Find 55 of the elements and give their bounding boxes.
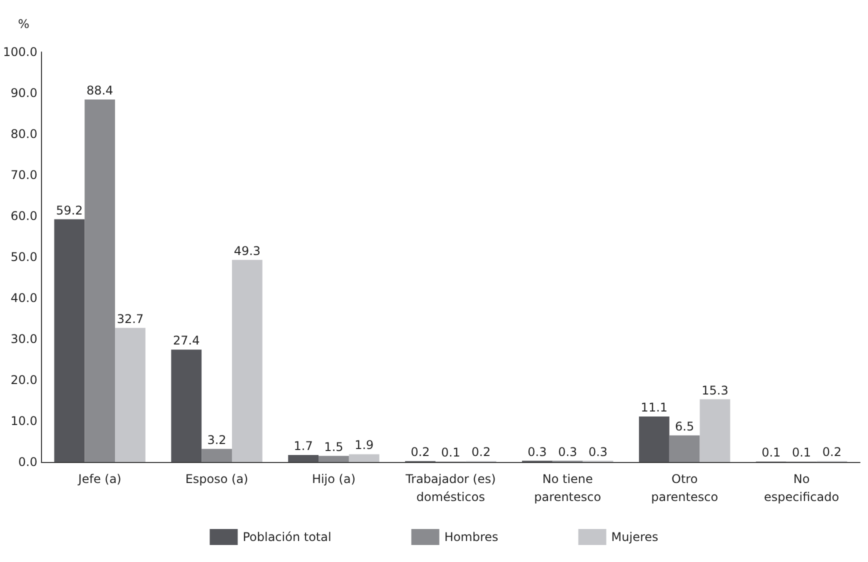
y-tick-label: 50.0 [10, 250, 38, 264]
bar [318, 456, 349, 462]
y-tick-label: 0.0 [18, 455, 38, 469]
x-tick-label: No especificado [764, 472, 840, 504]
data-label: 1.5 [324, 440, 344, 454]
y-tick-label: 70.0 [10, 168, 38, 182]
bar [115, 328, 146, 462]
data-label: 3.2 [207, 432, 226, 447]
legend-label: Hombres [444, 530, 498, 544]
x-tick-label: Trabajador (es) domésticos [404, 472, 496, 504]
bar [288, 455, 319, 462]
bar [638, 416, 670, 462]
bar [348, 454, 380, 462]
x-tick-label: Otro parentesco [651, 472, 718, 504]
data-label: 27.4 [173, 334, 200, 348]
bar [669, 435, 700, 462]
legend-label: Población total [242, 530, 332, 544]
bar [84, 100, 116, 462]
legend-label: Mujeres [611, 530, 658, 544]
data-label: 1.9 [354, 438, 374, 452]
bar [202, 448, 232, 462]
y-tick-label: 40.0 [10, 291, 38, 305]
bar [171, 350, 202, 462]
data-label: 0.2 [410, 445, 430, 460]
data-label: 59.2 [56, 203, 83, 218]
data-label: 0.1 [762, 446, 781, 460]
data-label: 0.2 [472, 445, 491, 460]
y-tick-label: 20.0 [10, 373, 38, 387]
data-label: 0.1 [441, 446, 460, 460]
x-tick-label: Hijo (a) [312, 472, 356, 486]
data-label: 0.1 [792, 446, 812, 460]
bar [54, 219, 85, 462]
y-tick-label: 80.0 [10, 127, 38, 141]
data-label: 88.4 [86, 84, 114, 98]
data-label: 6.5 [675, 419, 694, 434]
data-label: 0.3 [528, 444, 547, 459]
data-label: 0.3 [588, 444, 608, 459]
y-tick-label: 90.0 [10, 86, 38, 100]
data-label: 49.3 [234, 244, 261, 258]
bar [700, 399, 730, 462]
y-tick-label: 60.0 [10, 209, 38, 223]
y-axis-title: % [18, 17, 30, 31]
x-tick-label: Jefe (a) [77, 472, 122, 486]
y-tick-label: 30.0 [10, 332, 38, 346]
y-tick-label: 10.0 [10, 414, 38, 428]
data-label: 32.7 [116, 312, 144, 326]
x-tick-label: Esposo (a) [185, 472, 248, 486]
data-label: 15.3 [702, 383, 728, 398]
data-label: 1.7 [294, 439, 313, 454]
y-tick-label: 100.0 [2, 45, 38, 59]
data-label: 11.1 [640, 400, 668, 414]
bar [232, 260, 262, 462]
data-label: 0.2 [822, 445, 842, 460]
data-label: 0.3 [558, 444, 578, 459]
x-tick-label: No tiene parentesco [534, 472, 602, 504]
